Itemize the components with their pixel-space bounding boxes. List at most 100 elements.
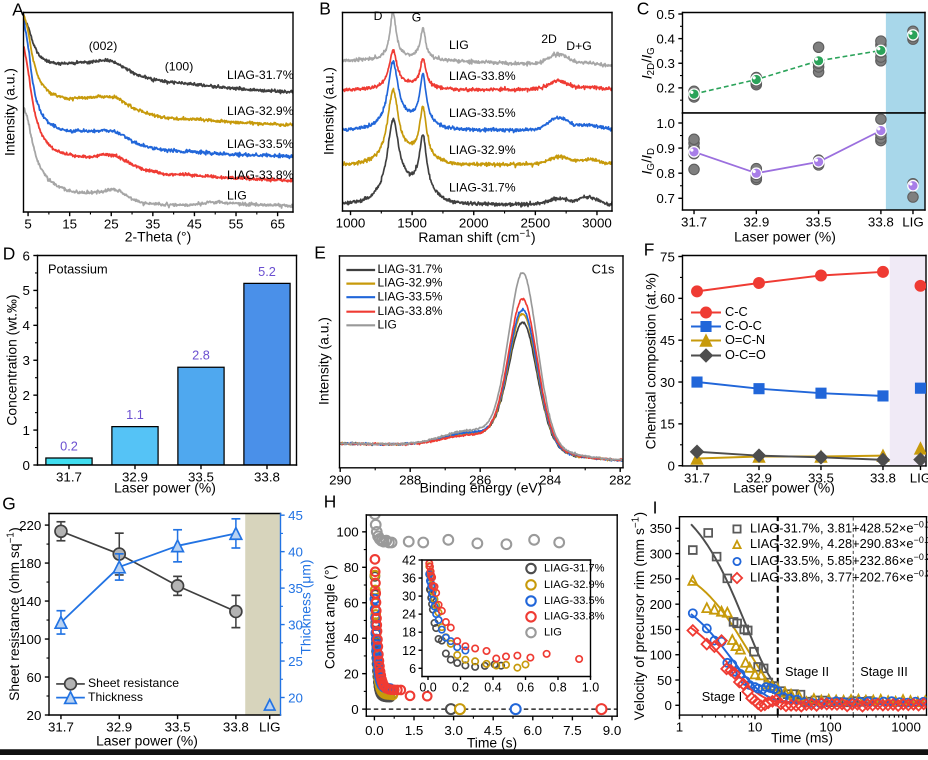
svg-text:40: 40 (288, 544, 303, 559)
svg-text:18: 18 (402, 626, 416, 640)
svg-text:Laser power (%): Laser power (%) (733, 480, 835, 496)
svg-text:LIAG-32.9%: LIAG-32.9% (227, 104, 294, 118)
svg-text:LIAG-32.9%: LIAG-32.9% (544, 579, 605, 591)
svg-text:C1s: C1s (592, 261, 615, 276)
svg-text:3000: 3000 (582, 216, 612, 231)
svg-text:55: 55 (229, 217, 244, 232)
svg-text:40: 40 (344, 631, 359, 646)
svg-text:6: 6 (22, 248, 29, 263)
svg-text:L I A G: L I A G - 3 1 . 7 % , 3 . 8 1 + 4 2 8 . … (750, 508, 928, 538)
svg-text:LIG: LIG (259, 720, 280, 735)
svg-text:0: 0 (22, 458, 29, 473)
svg-text:0.0: 0.0 (419, 681, 436, 695)
svg-text:33.5: 33.5 (165, 720, 191, 735)
svg-text:LIAG-33.5%: LIAG-33.5% (449, 106, 516, 120)
svg-text:31.7: 31.7 (684, 471, 710, 486)
svg-text:20: 20 (288, 690, 303, 705)
svg-text:20: 20 (344, 666, 359, 681)
svg-text:0.4: 0.4 (656, 31, 675, 46)
svg-text:L I A G: L I A G - 3 3 . 5 % , 5 . 8 5 + 2 3 2 . … (750, 540, 928, 570)
svg-text:(002): (002) (89, 39, 118, 53)
svg-text:Chemical composition (at.%): Chemical composition (at.%) (643, 273, 659, 450)
svg-text:LIAG-31.7%: LIAG-31.7% (227, 68, 294, 82)
svg-text:1.0: 1.0 (582, 681, 599, 695)
svg-text:33.5: 33.5 (808, 471, 834, 486)
svg-text:33.5: 33.5 (188, 470, 214, 485)
svg-text:LIG: LIG (910, 471, 928, 486)
svg-text:33.8: 33.8 (254, 470, 280, 485)
svg-text:LIAG-33.5%: LIAG-33.5% (227, 137, 294, 151)
svg-text:0.0: 0.0 (365, 723, 384, 738)
svg-text:1000: 1000 (336, 216, 366, 231)
svg-text:0.7: 0.7 (656, 191, 675, 206)
svg-text:0.4: 0.4 (484, 681, 501, 695)
svg-text:0: 0 (664, 698, 671, 713)
svg-text:LIAG-31.7%: LIAG-31.7% (544, 562, 605, 574)
svg-text:30: 30 (660, 375, 675, 390)
svg-text:180: 180 (19, 556, 41, 571)
svg-text:35: 35 (288, 581, 303, 596)
svg-text:15: 15 (62, 217, 77, 232)
svg-text:250: 250 (650, 572, 672, 587)
svg-text:Laser power (%): Laser power (%) (734, 229, 836, 245)
svg-text:60: 60 (27, 670, 42, 685)
svg-text:LIAG-31.7%: LIAG-31.7% (378, 262, 443, 276)
svg-text:32.9: 32.9 (746, 471, 772, 486)
svg-text:LIAG-31.7%: LIAG-31.7% (449, 181, 516, 195)
svg-text:220: 220 (19, 518, 41, 533)
svg-text:65: 65 (270, 217, 285, 232)
svg-text:LIAG-33.8%: LIAG-33.8% (544, 611, 605, 623)
svg-text:4.5: 4.5 (484, 723, 503, 738)
svg-text:0.2: 0.2 (60, 438, 78, 453)
svg-text:32.9: 32.9 (743, 215, 769, 230)
svg-text:4: 4 (22, 318, 30, 333)
svg-text:LIAG-33.8%: LIAG-33.8% (449, 69, 516, 83)
svg-text:284: 284 (539, 472, 562, 487)
svg-text:Laser power (%): Laser power (%) (114, 480, 216, 496)
svg-text:D: D (374, 9, 383, 23)
svg-text:100: 100 (336, 525, 358, 540)
svg-text:H: H (324, 491, 337, 511)
svg-text:LIAG-32.9%: LIAG-32.9% (449, 143, 516, 157)
svg-text:15: 15 (660, 417, 675, 432)
svg-text:Contact angle (°): Contact angle (°) (322, 565, 338, 669)
svg-text:288: 288 (399, 472, 421, 487)
svg-text:20: 20 (27, 708, 42, 723)
svg-text:6: 6 (409, 662, 416, 676)
svg-text:D: D (3, 243, 16, 263)
svg-text:Stage I: Stage I (702, 689, 742, 704)
svg-text:Thickness: Thickness (88, 690, 143, 704)
svg-text:25: 25 (288, 654, 303, 669)
svg-text:100: 100 (19, 632, 41, 647)
svg-text:75: 75 (660, 249, 675, 264)
svg-text:O-C=O: O-C=O (725, 347, 766, 362)
svg-text:33.8: 33.8 (868, 215, 894, 230)
svg-text:Intensity (a.u.): Intensity (a.u.) (2, 68, 18, 156)
svg-text:2D: 2D (541, 32, 557, 46)
svg-text:LIAG-33.8%: LIAG-33.8% (227, 168, 294, 182)
svg-text:L I A G: L I A G - 3 3 . 8 % , 3 . 7 7 + 2 0 2 . … (750, 557, 928, 587)
svg-text:33.8: 33.8 (870, 471, 896, 486)
svg-text:D+G: D+G (566, 39, 591, 53)
svg-text:L I A G: L I A G - 3 2 . 9 % , 4 . 2 8 + 2 9 0 . … (750, 523, 928, 553)
svg-text:O=C-N: O=C-N (725, 332, 765, 347)
svg-text:60: 60 (344, 596, 359, 611)
svg-text:45: 45 (187, 217, 202, 232)
svg-text:0.8: 0.8 (549, 681, 566, 695)
svg-text:Concentration (wt.‰): Concentration (wt.‰) (4, 295, 20, 426)
svg-text:1.0: 1.0 (656, 116, 675, 131)
svg-text:LIAG-32.9%: LIAG-32.9% (378, 276, 443, 290)
svg-text:2.8: 2.8 (192, 348, 210, 363)
svg-text:0.2: 0.2 (452, 681, 469, 695)
svg-text:LIG: LIG (544, 626, 562, 638)
svg-text:0: 0 (351, 702, 358, 717)
svg-text:I I 2 D G: I I 2 D G / (632, 41, 659, 79)
svg-text:140: 140 (19, 594, 41, 609)
svg-text:31.7: 31.7 (56, 470, 82, 485)
svg-text:3.0: 3.0 (444, 723, 463, 738)
svg-text:5: 5 (24, 217, 31, 232)
svg-text:30: 30 (402, 590, 416, 604)
svg-text:286: 286 (469, 472, 491, 487)
svg-text:I I G D /: I I G D / (632, 142, 659, 175)
svg-text:1500: 1500 (397, 216, 427, 231)
